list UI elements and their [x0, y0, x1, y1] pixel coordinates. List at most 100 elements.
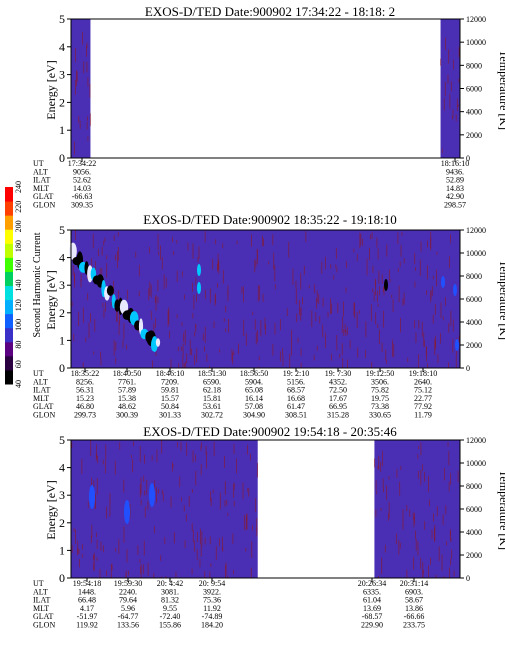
- ephemeris-value: 18:51:30: [198, 369, 226, 378]
- ephemeris-value: 3081.: [161, 587, 179, 596]
- colorbar-tick-label: 240: [14, 181, 23, 193]
- colorbar-tick-label: 140: [14, 280, 23, 292]
- ephemeris-value: 75.36: [203, 596, 221, 605]
- ephemeris-value: 309.35: [71, 201, 93, 210]
- ephemeris-value: 15.57: [161, 394, 179, 403]
- ephemeris-value: 19: 7:30: [325, 369, 351, 378]
- ephemeris-value: 15.81: [203, 394, 221, 403]
- ephemeris-value: 17:34:22: [68, 159, 96, 168]
- y-tick-label: 1: [59, 123, 65, 137]
- y-tick-label: 4: [59, 251, 65, 265]
- ephemeris-row-label: GLAT: [33, 402, 54, 411]
- data-segment: [374, 440, 460, 578]
- ephemeris-value: 184.20: [201, 621, 223, 630]
- colorbar-tick-label: 80: [14, 341, 23, 349]
- panel-2-ylabel2: Temperature [K]: [497, 260, 505, 340]
- ephemeris-value: 62.18: [203, 386, 221, 395]
- ephemeris-value: 19:12:50: [366, 369, 394, 378]
- ephemeris-value: 20: 9:54: [199, 579, 225, 588]
- ephemeris-value: 2240.: [119, 587, 137, 596]
- colorbar-cell: [5, 187, 13, 202]
- panel-1-ylabel2: Temperature [K]: [497, 50, 505, 130]
- ephemeris-value: 18:46:10: [156, 369, 184, 378]
- signal-blob: [455, 339, 459, 351]
- colorbar-cell: [5, 243, 13, 258]
- y-tick-label: 2: [59, 516, 65, 530]
- panel-3-plot: [70, 439, 461, 579]
- colorbar-tick-label: 120: [14, 299, 23, 311]
- colorbar-tick-label: 220: [14, 201, 23, 213]
- ephemeris-value: 42.90: [446, 192, 464, 201]
- ephemeris-row-label: MLT: [33, 184, 49, 193]
- signal-blob: [149, 483, 155, 507]
- data-segment: [440, 19, 460, 158]
- ephemeris-value: 5.96: [121, 604, 135, 613]
- ephemeris-value: 16.68: [287, 394, 305, 403]
- ephemeris-value: 7209.: [161, 377, 179, 386]
- ephemeris-value: 50.84: [161, 402, 179, 411]
- ephemeris-row-label: ALT: [33, 167, 48, 176]
- ephemeris-value: 61.04: [363, 596, 381, 605]
- panel-3-ylabel2: Temperature [K]: [497, 470, 505, 550]
- ephemeris-value: 299.73: [74, 411, 96, 420]
- y2-tick-label: 6000: [466, 295, 482, 304]
- colorbar: 40 60 80 100 120 140 160 180 200 220 240 Second Ha…: [5, 181, 43, 388]
- colorbar-tick-label: 40: [14, 380, 23, 388]
- ephemeris-value: 48.62: [118, 402, 136, 411]
- ephemeris-value: 52.62: [73, 176, 91, 185]
- ephemeris-value: 20: 4:42: [157, 579, 183, 588]
- ephemeris-value: 19: 2:10: [283, 369, 309, 378]
- ephemeris-value: 18:35:22: [71, 369, 99, 378]
- ephemeris-value: -72.40: [160, 612, 181, 621]
- ephemeris-row-label: UT: [33, 159, 44, 168]
- signal-blob: [197, 282, 201, 294]
- ephemeris-value: 53.61: [203, 402, 221, 411]
- ephemeris-value: -51.97: [77, 612, 98, 621]
- y2-tick-label: 4000: [466, 528, 482, 537]
- ephemeris-value: 46.80: [76, 402, 94, 411]
- colorbar-label: Second Harmonic Current: [32, 232, 43, 337]
- colorbar-cell: [5, 271, 13, 286]
- ephemeris-value: 298.57: [444, 201, 466, 210]
- ephemeris-value: -66.63: [72, 192, 93, 201]
- ephemeris-row-label: ILAT: [33, 386, 50, 395]
- y2-tick-label: 10000: [466, 249, 486, 258]
- y-tick-label: 4: [59, 461, 65, 475]
- y2-tick-label: 4000: [466, 108, 482, 117]
- panel-1: EXOS-D/TED Date:900902 17:34:22 - 18:18:…: [33, 4, 505, 210]
- panel-2-y2-ticks: 0 2000 4000 6000 8000 10000 12000: [460, 226, 486, 373]
- panel-3-y-ticks: 0 1 2 3 4 5: [59, 433, 71, 585]
- y2-tick-label: 6000: [466, 85, 482, 94]
- ephemeris-row-label: GLON: [33, 411, 55, 420]
- ephemeris-row-label: MLT: [33, 394, 49, 403]
- ephemeris-value: 19:59:30: [114, 579, 142, 588]
- ephemeris-value: 330.65: [369, 411, 391, 420]
- ephemeris-row-label: UT: [33, 579, 44, 588]
- ephemeris-value: -68.57: [362, 612, 383, 621]
- panel-2-ephemeris: UT 18:35:22 18:40:50 18:46:10 18:51:30 18:56:…: [33, 368, 437, 420]
- ephemeris-value: -64.77: [118, 612, 139, 621]
- y2-tick-label: 2000: [466, 551, 482, 560]
- y-tick-label: 3: [59, 488, 65, 502]
- y2-tick-label: 2000: [466, 131, 482, 140]
- panel-2-y-ticks: 0 1 2 3 4 5: [59, 223, 71, 375]
- ephemeris-value: 233.75: [403, 621, 425, 630]
- y2-tick-label: 10000: [466, 459, 486, 468]
- ephemeris-value: 72.50: [329, 386, 347, 395]
- ephemeris-value: 52.89: [446, 176, 464, 185]
- ephemeris-value: 11.79: [414, 411, 432, 420]
- ephemeris-value: 301.33: [159, 411, 181, 420]
- signal-blob: [89, 485, 95, 509]
- signal-blob: [197, 264, 201, 276]
- ephemeris-row-label: ALT: [33, 377, 48, 386]
- ephemeris-value: 9436.: [446, 167, 464, 176]
- colorbar-cell: [5, 369, 13, 385]
- y-tick-label: 3: [59, 68, 65, 82]
- ephemeris-value: 2640.: [414, 377, 432, 386]
- ephemeris-value: 19.75: [371, 394, 389, 403]
- ephemeris-value: 133.56: [117, 621, 139, 630]
- panel-2-title: EXOS-D/TED Date:900902 18:35:22 - 19:18:…: [143, 212, 396, 227]
- ephemeris-value: 8256.: [76, 377, 94, 386]
- panel-1-y-ticks: 0 1 2 3 4 5: [59, 12, 71, 165]
- y-tick-label: 0: [59, 361, 65, 375]
